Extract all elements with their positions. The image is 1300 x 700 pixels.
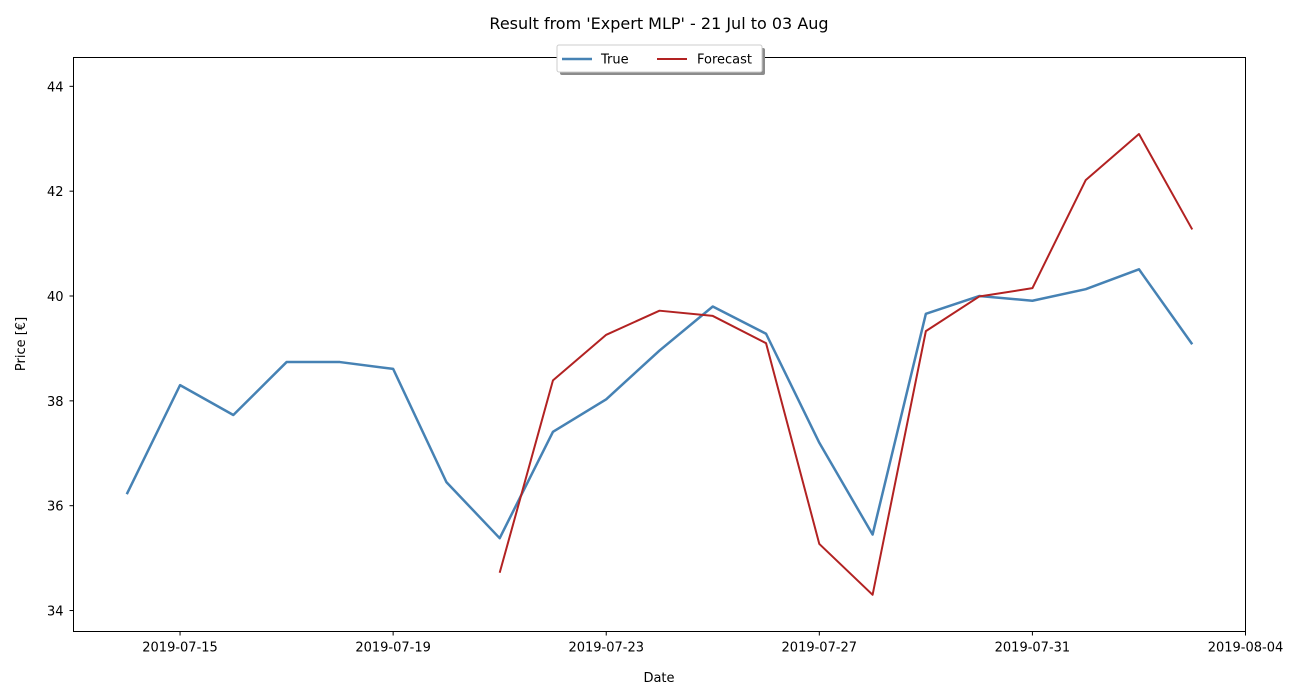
- x-tick-label: 2019-07-27: [782, 641, 858, 656]
- y-tick-label: 40: [47, 290, 64, 305]
- x-tick-label: 2019-07-19: [355, 641, 431, 656]
- legend: True Forecast: [556, 44, 765, 75]
- x-tick-label: 2019-07-15: [142, 641, 218, 656]
- legend-forecast-label: Forecast: [697, 53, 752, 68]
- series-lines: [125, 133, 1194, 596]
- x-axis: 2019-07-15 2019-07-19 2019-07-23 2019-07-27…: [142, 631, 1284, 656]
- series-line-true: [125, 268, 1194, 540]
- legend-true-label: True: [600, 53, 629, 68]
- y-tick-label: 38: [47, 395, 64, 410]
- y-axis-label: Price [€]: [14, 317, 29, 371]
- y-tick-label: 34: [47, 605, 64, 620]
- series-line-forecast: [498, 133, 1194, 596]
- y-tick-label: 42: [47, 185, 64, 200]
- y-axis: 34 36 38 40 42 44: [47, 80, 74, 620]
- x-tick-label: 2019-07-31: [995, 641, 1071, 656]
- y-tick-label: 44: [47, 80, 64, 95]
- x-axis-label: Date: [643, 671, 674, 686]
- chart-title: Result from 'Expert MLP' - 21 Jul to 03 …: [489, 14, 828, 33]
- x-tick-label: 2019-08-04: [1208, 641, 1284, 656]
- y-tick-label: 36: [47, 500, 64, 515]
- x-tick-label: 2019-07-23: [568, 641, 644, 656]
- plot-area: [73, 57, 1246, 632]
